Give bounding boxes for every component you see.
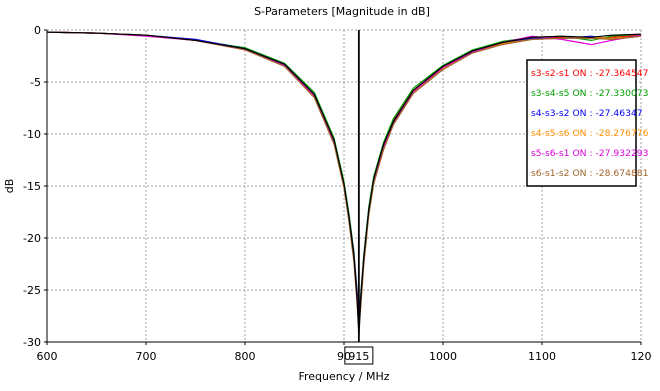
y-tick-label: -20 [23, 232, 41, 245]
x-tick-label: 1000 [429, 350, 457, 363]
y-tick-label: -10 [23, 128, 41, 141]
y-tick-label: -5 [30, 76, 41, 89]
marker-label: 915 [348, 350, 369, 363]
x-tick-label: 1100 [528, 350, 556, 363]
legend-entry: s4-s5-s6 ON : -28.276776 [531, 128, 649, 139]
chart-title: S-Parameters [Magnitude in dB] [254, 5, 430, 18]
y-tick-label: -15 [23, 180, 41, 193]
x-axis-label: Frequency / MHz [298, 370, 389, 383]
x-tick-label: 600 [37, 350, 58, 363]
y-tick-label: 0 [34, 24, 41, 37]
series-lines [46, 31, 642, 338]
x-tick-label: 90 [337, 350, 351, 363]
legend-entry: s6-s1-s2 ON : -28.674881 [531, 168, 649, 179]
marker-label-box [344, 346, 374, 365]
y-axis-label: dB [3, 179, 16, 194]
frequency-marker: 915 [344, 30, 374, 365]
y-tick-label: -30 [23, 336, 41, 349]
series-line-marker-trace [46, 31, 642, 338]
legend: s3-s2-s1 ON : -27.364547 s3-s4-s5 ON : -2… [526, 59, 649, 187]
x-tick-label: 120 [631, 350, 652, 363]
y-tick-label: -25 [23, 284, 41, 297]
x-tick-label: 800 [235, 350, 256, 363]
x-tick-label: 700 [136, 350, 157, 363]
legend-entry: s3-s4-s5 ON : -27.330073 [531, 88, 649, 99]
legend-entry: s3-s2-s1 ON : -27.364547 [531, 68, 649, 79]
legend-entry: s4-s3-s2 ON : -27.46347 [531, 108, 643, 119]
legend-box [526, 59, 637, 187]
legend-entry: s5-s6-s1 ON : -27.932293 [531, 148, 649, 159]
